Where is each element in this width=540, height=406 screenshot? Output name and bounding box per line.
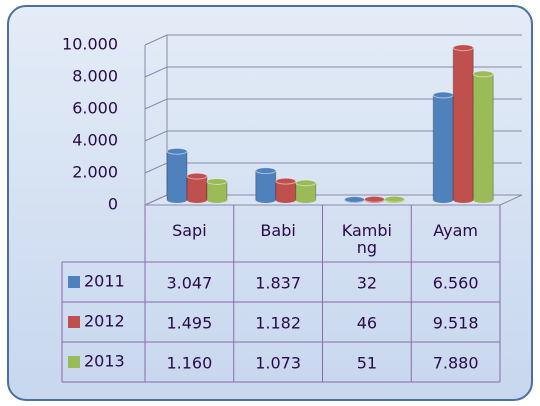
x-tick-label: Babi — [260, 222, 296, 240]
legend-label: 2011 — [84, 272, 125, 291]
y-tick-label: 4.000 — [72, 131, 118, 150]
bar-base — [433, 197, 454, 203]
legend-swatch — [68, 316, 80, 328]
bar-base — [453, 197, 474, 203]
y-tick-label: 0 — [108, 195, 118, 214]
bar — [166, 150, 188, 201]
data-label: 51 — [357, 354, 377, 373]
x-tick-label-box: Babi — [260, 222, 296, 240]
y-tick-label: 10.000 — [62, 35, 118, 54]
bar-top — [364, 195, 385, 203]
bar-top — [275, 177, 297, 185]
bar-top — [452, 44, 474, 52]
bar — [432, 94, 454, 201]
data-label: 6.560 — [433, 274, 479, 293]
bar-base — [275, 197, 296, 203]
data-label: 1.073 — [255, 354, 301, 373]
data-label: 46 — [357, 314, 377, 333]
data-label: 1.160 — [166, 354, 212, 373]
bar — [186, 175, 208, 201]
bar-top — [206, 177, 228, 185]
bar-base — [295, 197, 316, 203]
legend-swatch — [68, 356, 80, 368]
grid-line — [144, 66, 522, 78]
data-label: 32 — [357, 274, 377, 293]
bar-top — [432, 91, 454, 99]
bar-base — [187, 197, 207, 203]
grid-line — [144, 130, 522, 142]
bar-top — [186, 172, 208, 180]
x-tick-label-box: Ayam — [433, 222, 478, 240]
bar-top — [472, 70, 494, 78]
data-label: 3.047 — [166, 274, 212, 293]
data-label: 9.518 — [433, 314, 479, 333]
data-label: 1.837 — [255, 274, 301, 293]
grid-line — [144, 34, 522, 46]
y-tick-label: 2.000 — [72, 163, 118, 182]
x-tick-label-box: Kambing — [341, 222, 392, 257]
legend-label: 2012 — [84, 312, 125, 331]
bar-base — [207, 197, 227, 203]
bar-top — [344, 195, 365, 203]
data-label: 1.495 — [166, 314, 212, 333]
x-tick-label: Ayam — [433, 222, 478, 240]
x-tick-label: Sapi — [172, 222, 207, 240]
bar-top — [255, 167, 277, 175]
y-tick-label: 6.000 — [72, 99, 118, 118]
x-tick-label: Kambing — [341, 222, 392, 257]
data-label: 1.182 — [255, 314, 301, 333]
y-tick-label: 8.000 — [72, 67, 118, 86]
bar-base — [167, 197, 187, 203]
bar — [472, 73, 494, 201]
bar-top — [384, 195, 405, 203]
bar — [255, 170, 277, 201]
bar-base — [473, 197, 494, 203]
bar-top — [295, 179, 317, 187]
x-tick-label-box: Sapi — [172, 222, 207, 240]
bar-base — [255, 197, 276, 203]
grid-line — [144, 98, 522, 110]
legend-swatch — [68, 276, 80, 288]
legend-label: 2013 — [84, 352, 125, 371]
bar — [452, 47, 474, 201]
data-label: 7.880 — [433, 354, 479, 373]
bar-top — [166, 147, 188, 155]
